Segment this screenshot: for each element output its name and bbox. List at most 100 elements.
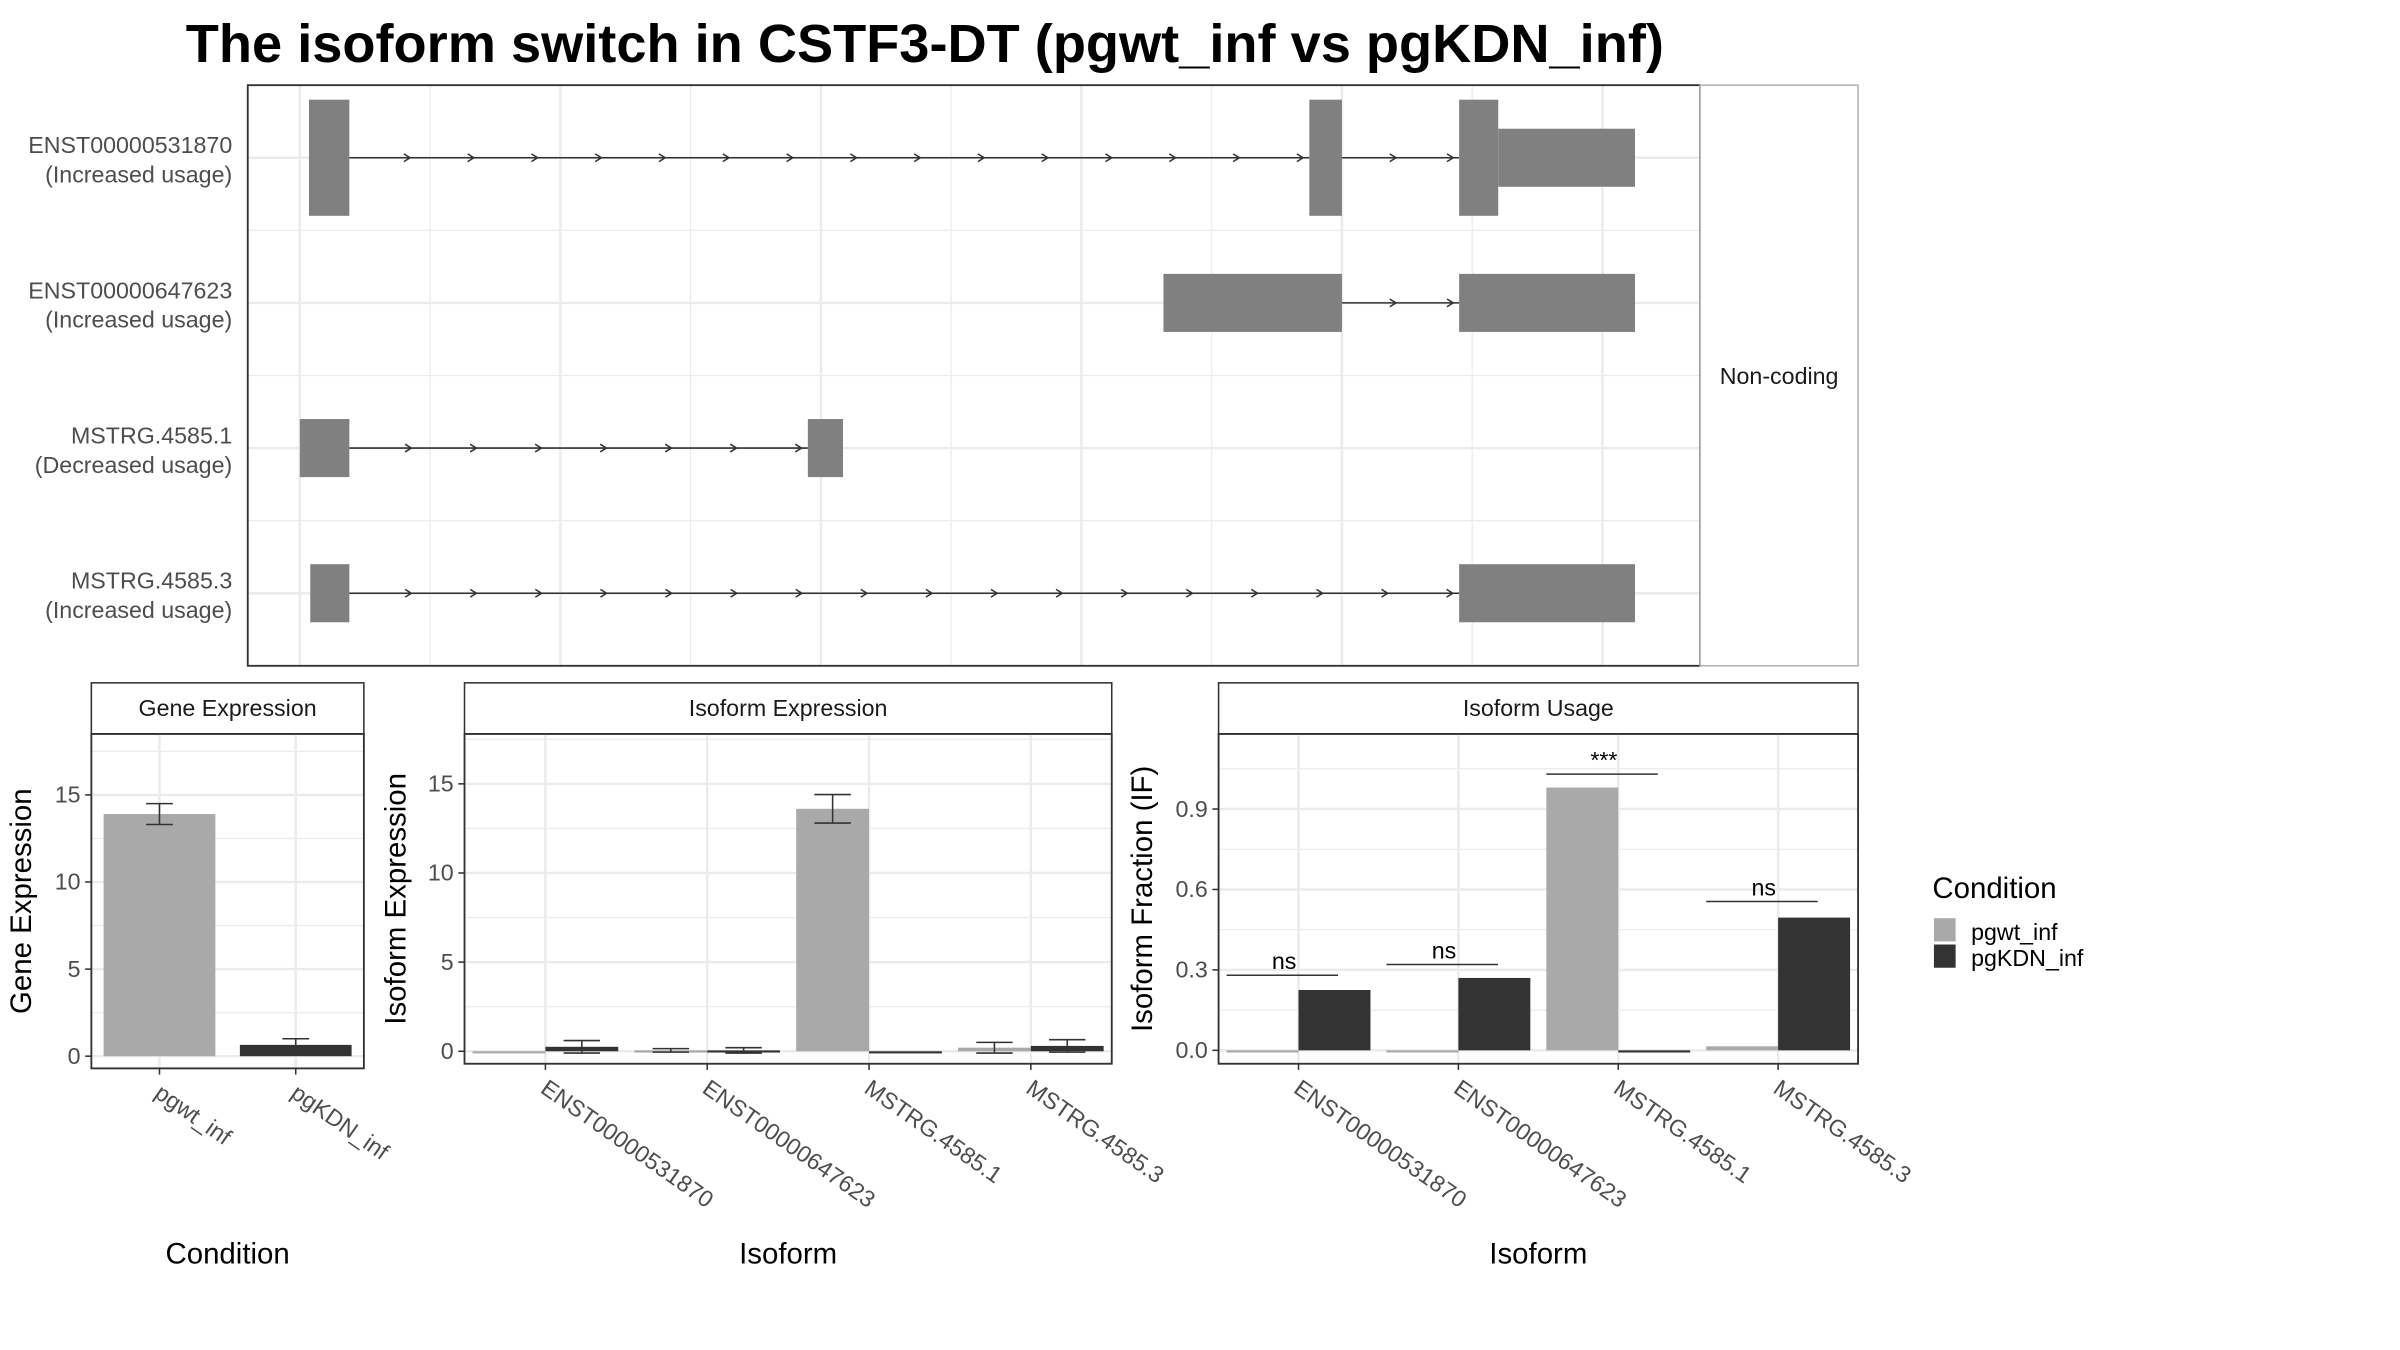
x-tick-label: pgKDN_inf [287,1079,394,1165]
transcript-usage-label: (Decreased usage) [35,452,232,478]
intron-arrow [786,153,795,163]
facet-strip-label: Isoform Usage [1463,695,1614,721]
y-tick-label: 0.3 [1175,957,1207,983]
y-tick-label: 0.0 [1175,1037,1207,1063]
legend: Condition pgwt_inf pgKDN_inf [1932,872,2084,971]
significance-label: ns [1751,874,1776,900]
x-axis-title: Condition [165,1237,289,1270]
intron-arrow [531,153,540,163]
structure-facet-strip [1699,84,1859,667]
x-tick-label: MSTRG.4585.1 [860,1074,1007,1188]
intron-arrow [913,153,922,163]
exon-block [1459,273,1635,332]
y-tick-label: 0.9 [1175,796,1207,822]
exon-block [807,419,844,478]
exon-block [1163,273,1342,332]
facet-label-noncoding: Non-coding [1720,363,1839,389]
exon-block [1459,564,1635,623]
y-tick-label: 10 [55,869,81,895]
intron-arrow [1446,153,1455,163]
intron-arrow [534,443,543,453]
exon-block [1309,99,1342,216]
x-tick-label: MSTRG.4585.3 [1022,1074,1169,1188]
y-axis-title: Isoform Fraction (IF) [1126,766,1159,1032]
intron-arrow [404,443,413,453]
panel-border [90,733,365,1070]
transcript-id-label: ENST00000531870 [28,132,232,158]
intron-arrow [1185,588,1194,598]
transcript-id-label: MSTRG.4585.1 [71,422,232,448]
intron-arrow [794,443,803,453]
chart-title: The isoform switch in CSTF3-DT (pgwt_inf… [186,14,1664,74]
bar-pgwt_inf-mstrg-4585-3 [1706,1046,1779,1051]
intron-arrow [600,588,609,598]
intron-arrow [594,153,603,163]
facet-strip-label: Gene Expression [139,695,317,721]
intron-arrow [1389,298,1398,308]
panel-border [463,733,1113,1065]
facet-strip [463,682,1113,735]
intron-arrow [1105,153,1114,163]
intron-arrow [1232,153,1241,163]
transcript-usage-label: (Increased usage) [45,597,232,623]
intron-arrow [467,153,476,163]
intron-arrow [1120,588,1129,598]
transcript-usage-label: (Increased usage) [45,307,232,333]
bar-pgwt_inf-enst00000647623 [1386,1050,1459,1053]
intron-arrow [977,153,986,163]
panel-border [1217,733,1859,1065]
intron-arrow [599,443,608,453]
y-tick-label: 10 [428,860,454,886]
exon-block [310,564,350,623]
intron-arrow [1168,153,1177,163]
intron-arrow [1296,153,1305,163]
intron-arrow [849,153,859,163]
exon-block [1459,99,1499,216]
transcript-labels: ENST00000531870 (Increased usage) ENST0000… [28,132,232,623]
x-tick-label: MSTRG.4585.3 [1769,1074,1916,1188]
legend-swatch-pgwt-inf [1933,918,1956,942]
significance-label: ns [1432,937,1457,963]
intron-arrow [990,588,999,598]
intron-arrow [403,153,412,163]
intron-arrow [729,443,738,453]
legend-label-pgwt-inf: pgwt_inf [1971,919,2058,945]
x-tick-label: ENST00000647623 [698,1074,880,1212]
intron-arrow [795,588,804,598]
significance-label: ns [1272,948,1297,974]
bar-pgwt_inf-enst00000531870 [1226,1050,1299,1053]
bar-pgwt_inf-mstrg-4585-1 [1546,787,1619,1051]
intron-arrow [665,588,674,598]
facet-strip-label: Isoform Expression [689,695,888,721]
y-axis-title: Isoform Expression [380,773,413,1025]
transcript-id-label: MSTRG.4585.3 [71,568,232,594]
transcript-usage-label: (Increased usage) [45,162,232,188]
x-tick-label: ENST00000531870 [1289,1074,1471,1212]
intron-arrow [925,588,934,598]
intron-arrow [469,588,478,598]
bar-pgKDN_inf-enst00000531870 [1298,990,1371,1051]
structure-exons-introns [299,99,1635,623]
x-tick-label: MSTRG.4585.1 [1609,1074,1756,1188]
y-tick-label: 0 [441,1038,454,1064]
exon-block [1498,128,1635,187]
x-axis-title: Isoform [739,1237,837,1270]
legend-title: Condition [1932,872,2056,905]
intron-arrow [860,588,869,598]
intron-arrow [730,588,739,598]
isoform-expression-panel: Isoform Expression 0 5 10 15 ENST00000531870E… [380,682,1169,1270]
x-tick-label: ENST00000531870 [536,1074,718,1212]
intron-arrow [534,588,543,598]
intron-arrow [1446,588,1455,598]
y-tick-label: 5 [441,949,454,975]
intron-arrow [1316,588,1325,598]
intron-arrow [1446,298,1455,308]
intron-arrow [658,153,667,163]
exon-block [308,99,350,216]
intron-arrow [722,153,731,163]
intron-arrow [1055,588,1064,598]
y-tick-label: 15 [428,771,454,797]
y-tick-label: 0 [68,1043,81,1069]
